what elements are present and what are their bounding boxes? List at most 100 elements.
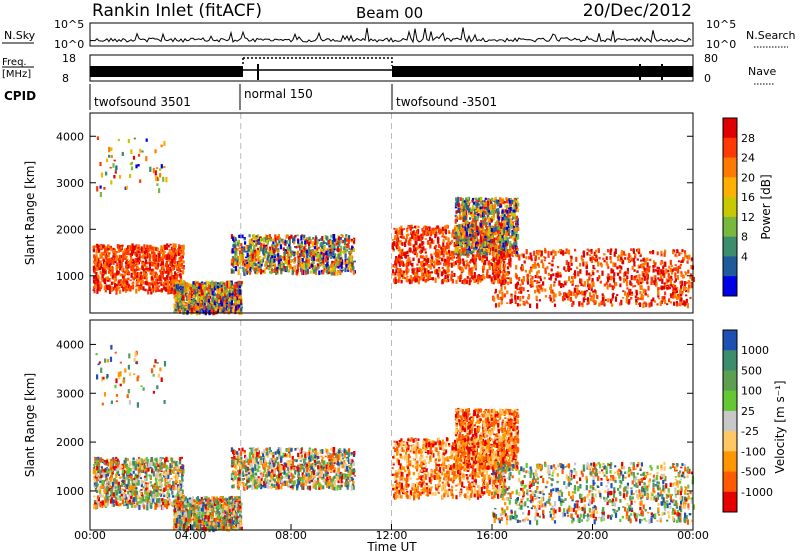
echo-cell [226,280,229,283]
echo-cell [212,306,215,309]
echo-cell [336,261,339,266]
echo-cell [507,224,510,228]
echo-cell [149,249,152,252]
echo-cell [557,266,560,269]
echo-cell [427,257,430,264]
echo-cell [343,250,346,255]
echo-cell [409,226,412,230]
echo-cell [473,257,477,263]
echo-cell [396,233,399,239]
echo-cell [339,237,342,240]
echo-cell [451,250,454,254]
echo-cell [432,229,435,235]
echo-cell [516,226,519,231]
echo-cell [204,291,207,297]
echo-cell [509,243,512,247]
echo-cell [123,258,126,260]
echo-cell [255,235,258,238]
echo-cell [616,266,619,270]
echo-cell [289,266,293,269]
echo-cell [145,277,148,282]
echo-cell [236,259,239,262]
echo-cell [440,271,443,277]
echo-cell [136,250,139,255]
echo-cell [403,263,406,267]
echo-cell [239,283,242,287]
echo-cell [197,283,201,286]
echo-cell [225,302,229,305]
echo-cell [268,239,271,241]
echo-cell [457,235,460,239]
echo-cell [595,254,598,259]
echo-cell [167,259,170,262]
echo-cell [190,292,193,294]
echo-cell [465,231,468,237]
echo-cell [174,279,177,283]
echo-cell [141,262,144,269]
echo-cell [395,240,398,245]
echo-cell [629,288,632,291]
echo-cell [224,283,227,288]
echo-cell [493,249,496,253]
echo-cell [457,251,461,256]
echo-cell [149,282,152,285]
echo-cell [491,230,495,234]
echo-cell [394,260,397,266]
echo-cell [132,270,135,275]
echo-cell [220,306,223,309]
echo-cell [225,296,228,300]
echo-cell [326,235,329,241]
echo-cell [505,197,508,200]
echo-cell [446,256,449,261]
echo-cell [441,248,445,251]
echo-cell [564,252,567,254]
echo-cell [477,239,480,242]
echo-cell [113,280,116,282]
echo-cell [245,245,248,250]
echo-cell [489,217,492,220]
echo-cell [322,270,325,275]
echo-cell [392,249,395,252]
echo-cell [442,239,445,243]
echo-cell [416,263,419,266]
echo-cell [205,287,209,291]
cpid-segment-label: twofsound -3501 [396,95,497,109]
echo-cell [234,254,237,260]
echo-cell [287,264,290,268]
echo-cell [130,252,133,256]
echo-cell [274,253,277,257]
echo-cell [434,233,437,239]
echo-cell [197,296,200,302]
echo-cell [497,207,500,212]
echo-cell [609,298,613,304]
echo-cell [667,269,670,273]
echo-cell [345,236,348,239]
echo-cell [320,260,323,263]
echo-cell [190,283,193,287]
echo-cell [130,257,133,262]
echo-cell [173,287,176,290]
echo-cell [463,214,466,220]
echo-cell [323,266,326,268]
echo-cell [308,254,311,258]
echo-cell [461,231,464,235]
echo-cell [582,284,585,287]
echo-cell [481,254,485,257]
echo-cell [228,290,231,293]
echo-cell [308,246,311,251]
echo-cell [225,289,228,294]
echo-cell [490,258,494,261]
echo-cell [170,252,173,257]
echo-cell [292,250,295,256]
echo-cell [436,259,439,265]
echo-cell [97,266,100,271]
echo-cell [301,258,304,262]
echo-cell [206,302,209,305]
echo-cell [502,230,506,234]
echo-cell [625,281,629,287]
echo-cell [252,251,255,254]
echo-cell [674,253,677,257]
echo-cell [515,264,518,270]
echo-cell [122,280,125,286]
echo-cell [151,277,154,281]
